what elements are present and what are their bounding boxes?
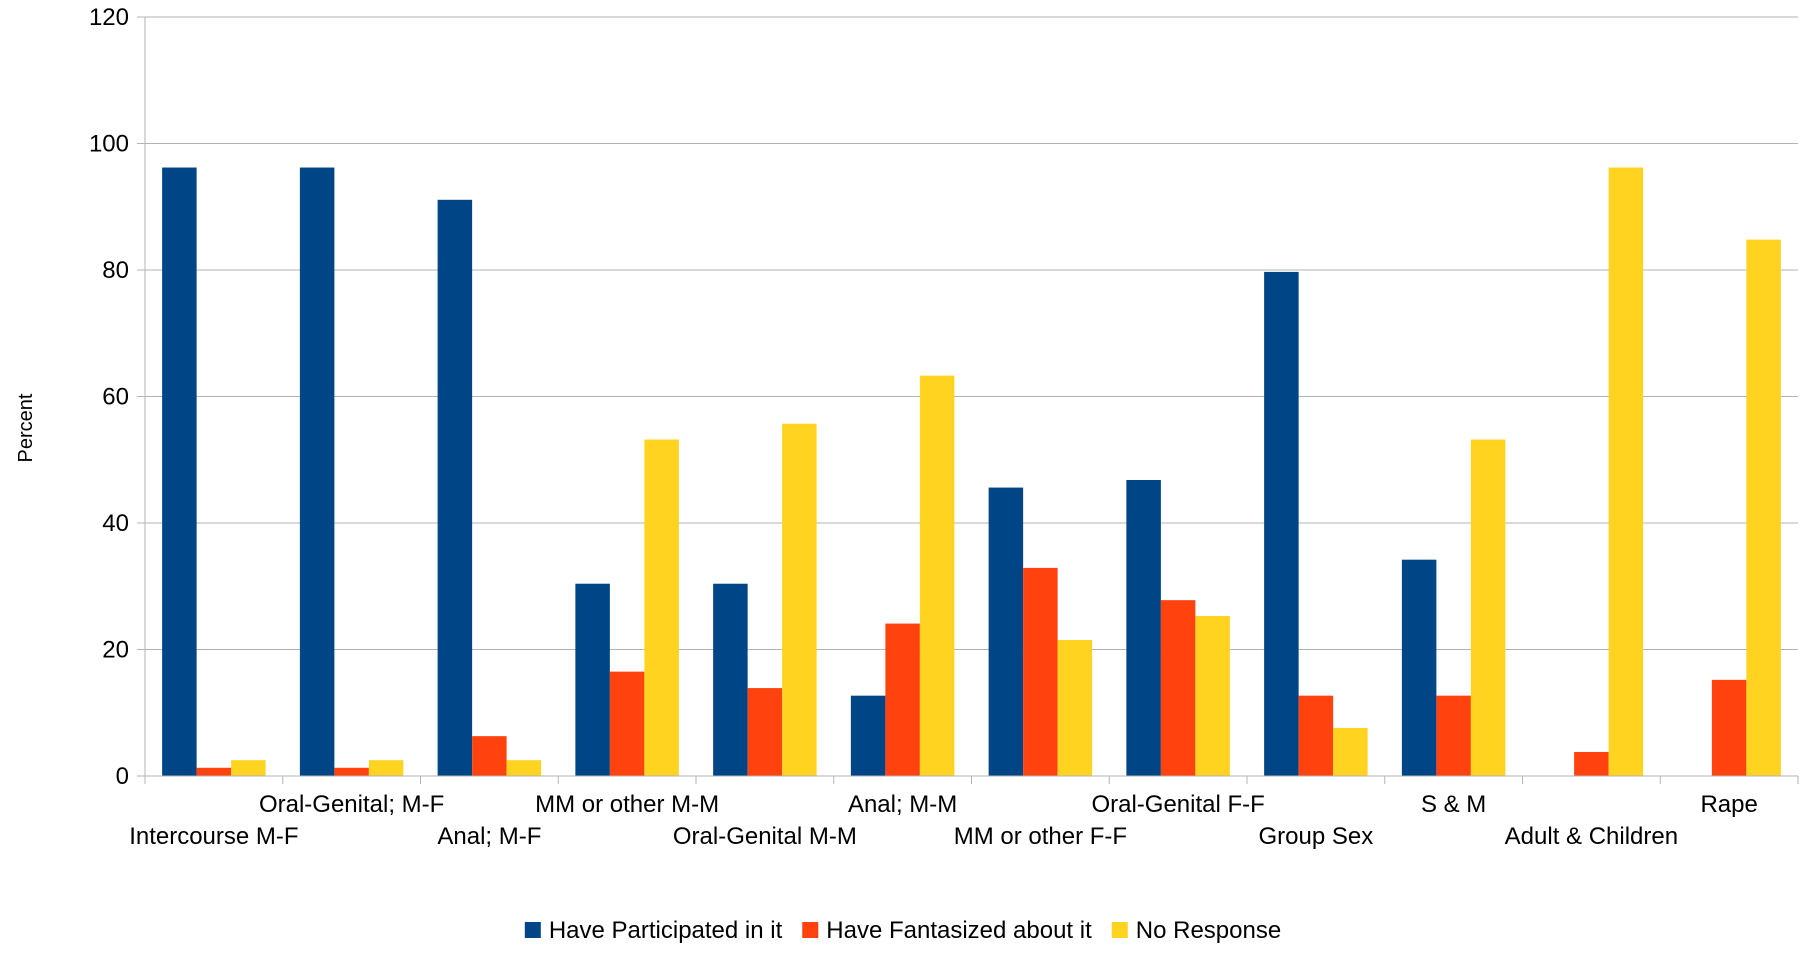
y-tick-label: 120 xyxy=(89,4,129,31)
legend-swatch xyxy=(802,922,819,938)
legend: Have Participated in it Have Fantasized a… xyxy=(524,917,1281,944)
legend-label: Have Fantasized about it xyxy=(826,917,1092,944)
bar xyxy=(1436,695,1471,776)
axes xyxy=(144,17,1799,784)
bar xyxy=(988,487,1024,776)
bars xyxy=(162,167,1781,777)
x-category-label: MM or other F-F xyxy=(954,823,1127,850)
bar xyxy=(1264,271,1299,776)
x-category-label: MM or other M-M xyxy=(535,791,719,818)
bar xyxy=(575,583,610,776)
bar xyxy=(437,199,473,777)
bar xyxy=(1298,695,1334,776)
y-tick-label: 100 xyxy=(89,131,129,158)
bar xyxy=(747,688,783,776)
bar xyxy=(1470,439,1506,776)
bar xyxy=(850,695,886,776)
bar xyxy=(1195,615,1230,776)
x-category-label: Oral-Genital F-F xyxy=(1091,791,1264,818)
bar xyxy=(368,760,404,776)
bar xyxy=(713,583,748,776)
bar xyxy=(609,671,645,776)
bar xyxy=(231,760,266,776)
y-tick-labels: 0 20 40 60 80 100 120 xyxy=(89,4,129,790)
bar xyxy=(334,767,369,776)
legend-label: Have Participated in it xyxy=(549,917,783,944)
x-category-label: Adult & Children xyxy=(1505,823,1678,850)
x-category-label: Anal; M-F xyxy=(437,823,541,850)
legend-swatch xyxy=(1111,922,1128,938)
y-axis-title: Percent xyxy=(15,393,37,462)
bar xyxy=(1023,567,1058,776)
bar xyxy=(162,167,197,776)
gridlines xyxy=(137,16,1798,777)
x-category-label: S & M xyxy=(1421,791,1486,818)
bar xyxy=(644,439,679,776)
y-tick-label: 40 xyxy=(102,510,129,537)
bar xyxy=(299,167,335,776)
bar xyxy=(782,423,817,776)
bar xyxy=(1574,751,1609,776)
y-tick-label: 60 xyxy=(102,384,129,411)
bar xyxy=(1126,479,1161,776)
x-category-label: Oral-Genital; M-F xyxy=(259,791,444,818)
y-tick-label: 0 xyxy=(116,763,129,790)
y-tick-label: 80 xyxy=(102,257,129,284)
bar xyxy=(885,623,920,776)
x-category-label: Intercourse M-F xyxy=(129,823,298,850)
x-category-labels: Intercourse M-F Oral-Genital; M-F Anal; M-… xyxy=(129,791,1758,850)
legend-swatch xyxy=(524,922,541,938)
bar xyxy=(1711,679,1747,776)
y-tick-label: 20 xyxy=(102,637,129,664)
bar xyxy=(1333,727,1368,776)
bar xyxy=(1401,559,1437,776)
x-category-label: Oral-Genital M-M xyxy=(673,823,857,850)
bar xyxy=(1160,600,1196,776)
x-category-label: Rape xyxy=(1700,791,1757,818)
bar xyxy=(196,767,232,776)
legend-label: No Response xyxy=(1136,917,1281,944)
bar xyxy=(1057,640,1093,776)
bar xyxy=(919,375,955,776)
bar xyxy=(1608,167,1644,776)
bar xyxy=(506,760,542,776)
x-category-label: Anal; M-M xyxy=(848,791,957,818)
bar xyxy=(472,736,507,776)
x-category-label: Group Sex xyxy=(1259,823,1374,850)
bar xyxy=(1746,239,1781,776)
